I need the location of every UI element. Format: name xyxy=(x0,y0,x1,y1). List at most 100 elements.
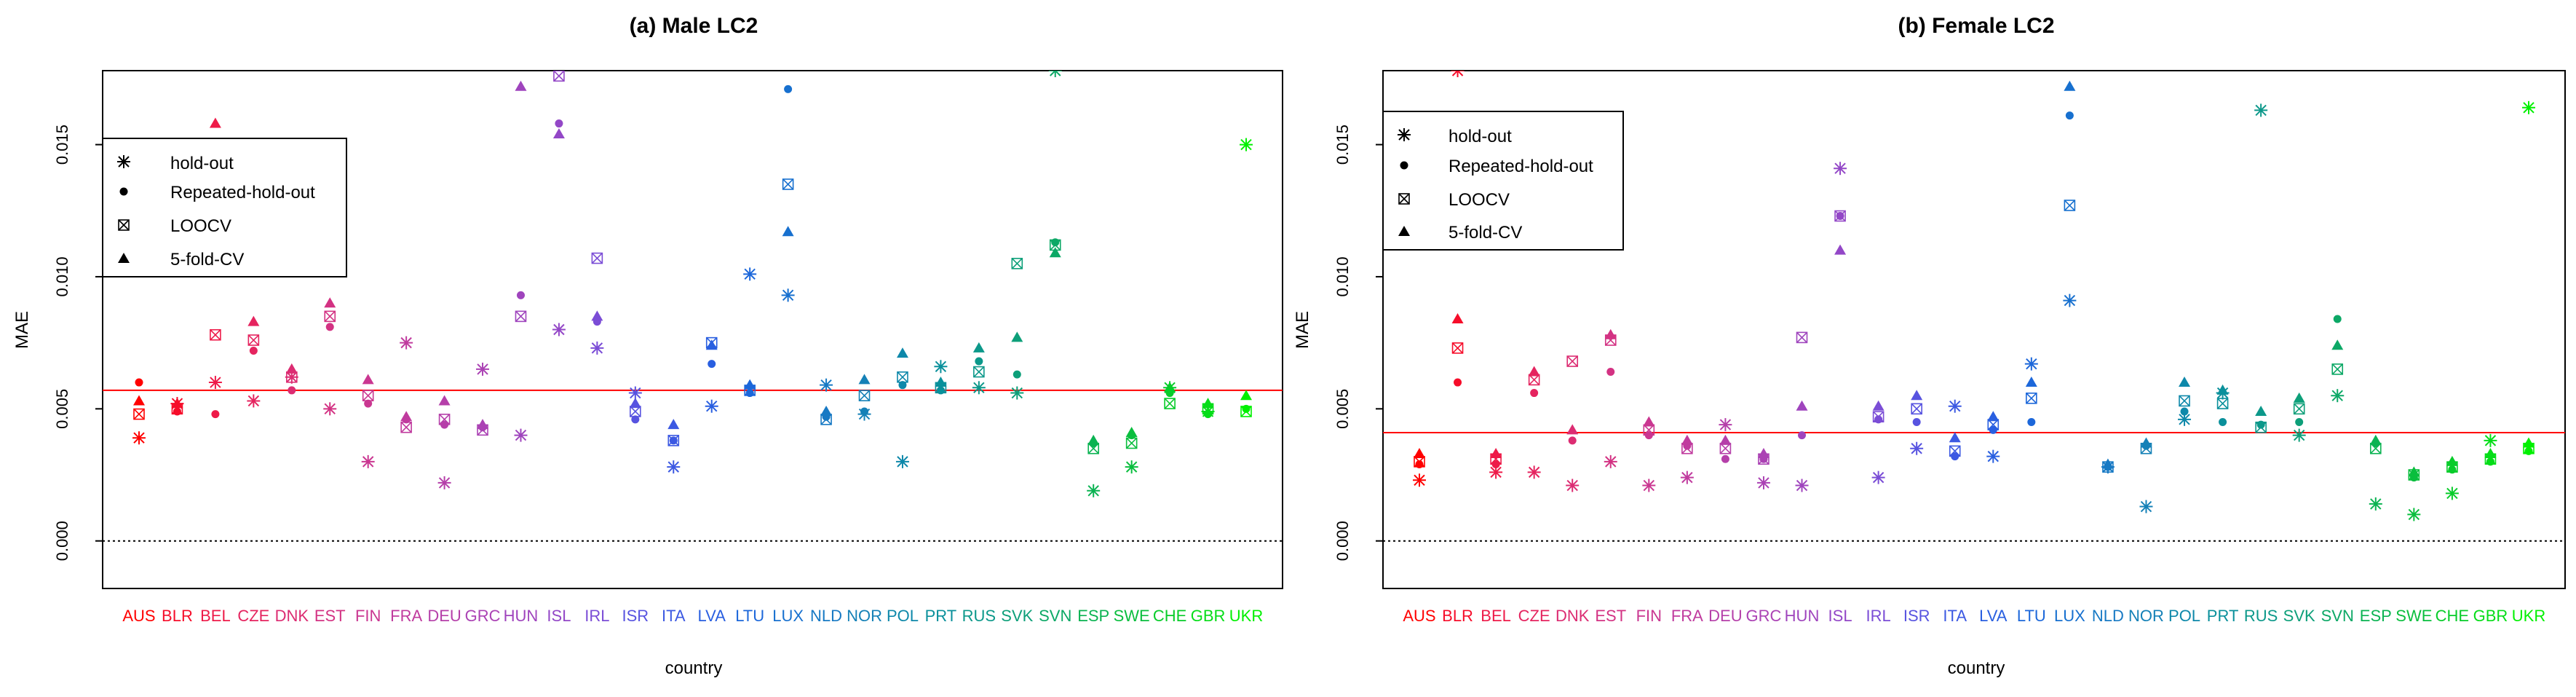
x-tick-label: BLR xyxy=(162,607,193,625)
loocv-point xyxy=(591,252,603,264)
loocv-point xyxy=(515,310,527,323)
x-tick-label: SVN xyxy=(2321,607,2354,625)
loocv-point xyxy=(1834,210,1846,222)
loocv-point xyxy=(1414,456,1425,468)
5-fold-cv-point xyxy=(972,342,985,353)
5-fold-cv-point xyxy=(2408,466,2420,477)
box-stroke xyxy=(1796,331,1808,344)
box-stroke xyxy=(362,390,374,401)
5-fold-cv-point xyxy=(1451,312,1464,323)
y-axis-label: MAE xyxy=(1293,311,1312,349)
box-stroke xyxy=(591,252,603,264)
female-lc2-panel: (b) Female LC2 country MAE 0.000 0.005 0… xyxy=(1293,14,2566,678)
star-stroke xyxy=(553,323,565,336)
x-tick-label: CHE xyxy=(1153,607,1186,625)
box-stroke xyxy=(324,310,336,323)
5-fold-cv-point xyxy=(629,398,641,409)
legend-box xyxy=(102,138,347,277)
5-fold-cv-point xyxy=(2446,455,2458,466)
box-stroke xyxy=(2179,395,2190,407)
hold-out-point xyxy=(247,394,261,408)
star-stroke xyxy=(1125,461,1138,473)
x-tick-label: GBR xyxy=(2473,607,2508,625)
loocv-point xyxy=(1566,355,1579,367)
star-stroke xyxy=(1566,479,1578,492)
hold-out-point xyxy=(820,378,833,392)
box-stroke xyxy=(1834,210,1846,222)
box-stroke xyxy=(973,366,985,378)
y-tick-label: 0.010 xyxy=(1333,256,1352,296)
legend-label: Repeated-hold-out xyxy=(170,183,315,202)
hold-out-point xyxy=(934,360,948,374)
box-stroke xyxy=(439,414,451,425)
loocv-point xyxy=(400,421,412,433)
hold-out-point xyxy=(1948,399,1962,413)
loocv-point xyxy=(2064,200,2076,211)
star-stroke xyxy=(1834,162,1846,174)
x-tick-label: HUN xyxy=(1785,607,1820,625)
5-fold-cv-point xyxy=(1125,426,1138,437)
repeated-hold-out-point xyxy=(516,291,525,299)
repeated-hold-out-point xyxy=(364,399,373,408)
repeated-hold-out-point xyxy=(249,347,258,355)
loocv-point xyxy=(133,408,145,420)
repeated-hold-out-point xyxy=(1454,378,1462,387)
x-tick-label: AUS xyxy=(1403,607,1435,625)
5-fold-cv-point xyxy=(247,315,260,326)
x-tick-label: NLD xyxy=(2092,607,2124,625)
box-stroke xyxy=(1987,419,1999,430)
loocv-point xyxy=(1125,437,1138,449)
box-stroke xyxy=(1414,456,1425,468)
star-stroke xyxy=(1872,471,1885,484)
box-stroke xyxy=(1164,398,1176,409)
5-fold-cv-point xyxy=(1834,244,1847,255)
box-stroke xyxy=(1451,342,1464,354)
data-points xyxy=(1413,71,2535,521)
star-stroke xyxy=(400,336,412,349)
5-fold-cv-point xyxy=(1911,390,1923,401)
5-fold-cv-point xyxy=(1087,434,1100,445)
5-fold-cv-point xyxy=(1604,328,1617,339)
hold-out-point xyxy=(2063,294,2077,307)
hold-out-point xyxy=(514,428,528,442)
loocv-point xyxy=(1398,193,1410,205)
star-stroke xyxy=(591,342,603,354)
plot-frame xyxy=(102,70,1283,589)
hold-out-point xyxy=(476,362,490,376)
star-stroke xyxy=(1054,71,1061,76)
hold-out-point xyxy=(2254,103,2268,117)
repeated-hold-out-point xyxy=(2027,417,2036,426)
5-fold-cv-point xyxy=(1987,411,2000,422)
box-stroke xyxy=(133,409,145,420)
hold-out-point xyxy=(117,155,130,168)
5-fold-cv-point xyxy=(285,363,298,374)
x-tick-label: ESP xyxy=(1077,607,1109,625)
chart-title: (b) Female LC2 xyxy=(1898,14,2054,38)
hold-out-point xyxy=(2484,433,2497,447)
box-stroke xyxy=(1050,239,1061,251)
hold-out-point xyxy=(2292,428,2306,442)
box-stroke xyxy=(553,71,565,82)
legend-box xyxy=(1382,111,1624,251)
loocv-point xyxy=(897,371,908,383)
hold-out-point xyxy=(1413,473,1426,487)
hold-out-point xyxy=(361,454,375,468)
hold-out-point xyxy=(400,336,413,350)
hold-out-point xyxy=(972,381,986,395)
star-stroke xyxy=(1949,400,1961,412)
x-tick-label: ITA xyxy=(662,607,686,625)
loocv-point xyxy=(1164,398,1176,409)
star-stroke xyxy=(438,477,451,489)
x-tick-label: LUX xyxy=(2054,607,2085,625)
loocv-point xyxy=(210,328,221,341)
y-tick-labels: 0.000 0.005 0.010 0.015 xyxy=(53,125,71,561)
5-fold-cv-point xyxy=(1796,400,1808,411)
loocv-point xyxy=(1872,411,1885,423)
x-tick-label: ISR xyxy=(622,607,649,625)
5-fold-cv-point xyxy=(1398,226,1410,236)
box-stroke xyxy=(1125,437,1138,449)
loocv-point xyxy=(2026,393,2037,404)
star-stroke xyxy=(2026,358,2037,370)
box-stroke xyxy=(247,334,259,346)
5-fold-cv-point xyxy=(1049,247,1061,258)
